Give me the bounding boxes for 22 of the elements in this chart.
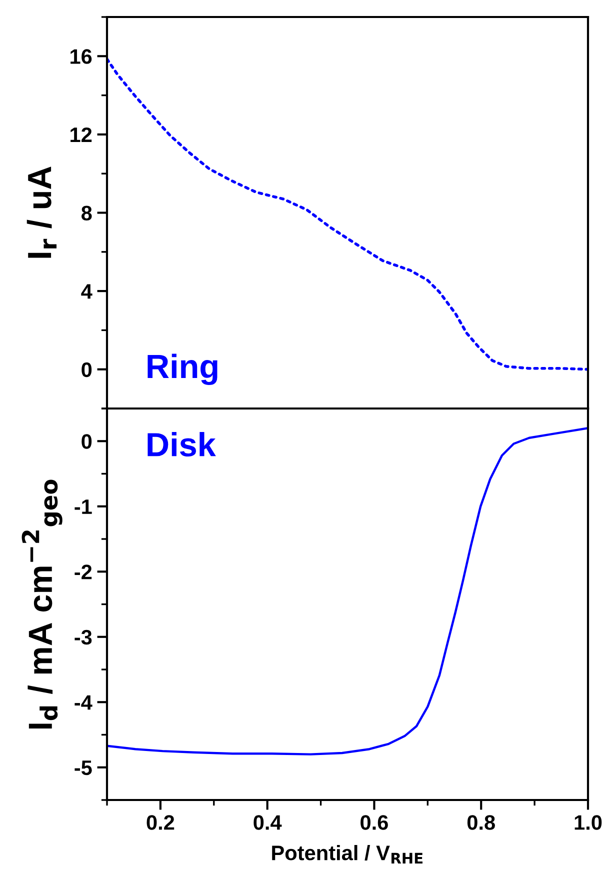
y-tick-label: -3 [74, 630, 92, 645]
y-tick-label: -4 [74, 695, 92, 710]
y-tick-label: 12 [70, 127, 92, 142]
y-tick-label: 8 [81, 206, 92, 221]
y-axis-title: I$_{r}$ / uA [26, 166, 57, 258]
y-axis-title: I$_{d}$ / mA cm$^{−2}$$_{geo}$ [22, 480, 62, 729]
x-axis-title: Potential / V$_{RHE}$ [272, 845, 422, 864]
x-tick-label: 0.4 [254, 815, 282, 830]
y-tick-label: 0 [82, 434, 92, 449]
annotation: Ring [148, 354, 218, 386]
y-tick-label: -5 [74, 760, 92, 776]
x-tick-label: 0.6 [360, 815, 388, 830]
line-series [107, 426, 588, 756]
x-tick-label: 1.0 [574, 815, 602, 830]
y-tick-label: -2 [74, 564, 92, 580]
y-tick-label: 16 [70, 49, 92, 64]
y-tick-label: -1 [74, 500, 92, 514]
x-tick-label: 0.8 [467, 815, 495, 830]
x-tick-label: 0.2 [146, 815, 174, 830]
y-tick-label: 0 [82, 362, 92, 378]
y-tick-label: 4 [81, 284, 92, 299]
annotation: Disk [148, 432, 216, 456]
